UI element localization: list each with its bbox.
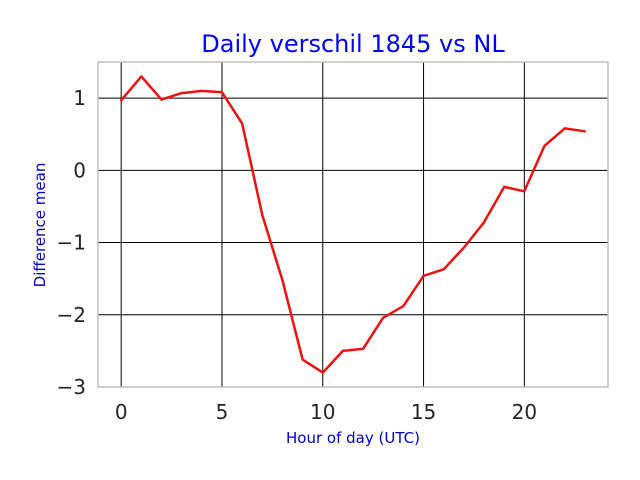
y-axis-label: Difference mean [31,163,49,288]
plot-frame [97,61,609,388]
y-tick-label: 1 [73,86,86,110]
series-line [119,75,587,374]
x-axis-ticks: 0 5 10 15 20 [115,400,537,424]
y-tick-label: −3 [57,375,86,399]
x-tick-label: 15 [411,400,436,424]
plot-area [97,61,609,388]
x-tick-label: 0 [115,400,128,424]
y-tick-label: −1 [57,231,86,255]
x-tick-label: 20 [512,400,537,424]
chart-title: Daily verschil 1845 vs NL [201,30,505,58]
x-tick-label: 5 [216,400,229,424]
x-axis-label: Hour of day (UTC) [286,429,420,447]
y-axis-ticks: 1 0 −1 −2 −3 [57,86,86,399]
series-group [119,75,587,374]
x-tick-label: 10 [310,400,335,424]
y-tick-label: −2 [57,303,86,327]
y-tick-label: 0 [73,158,86,182]
